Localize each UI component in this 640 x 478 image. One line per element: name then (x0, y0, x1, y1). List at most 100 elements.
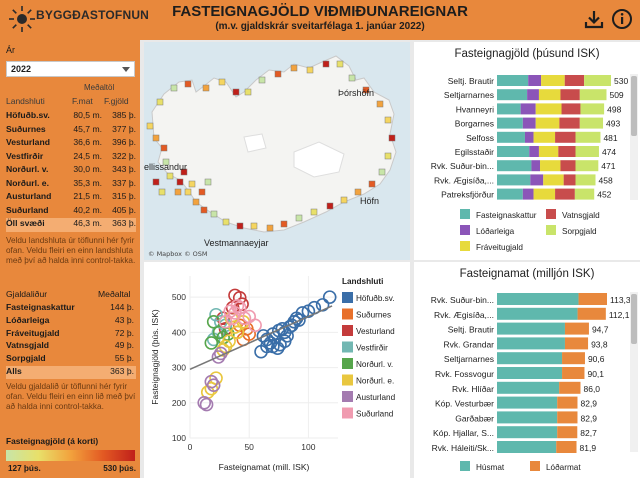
bar-segment[interactable] (555, 131, 576, 143)
bar-segment[interactable] (497, 411, 558, 424)
map-marker[interactable] (236, 222, 244, 230)
legend-label[interactable]: Fasteignaskattur (476, 211, 537, 220)
bar-segment[interactable] (575, 146, 599, 157)
legend-swatch[interactable] (342, 391, 353, 402)
scatter-point[interactable] (322, 290, 337, 304)
legend-label[interactable]: Suðurnes (356, 310, 391, 320)
map-marker[interactable] (310, 208, 318, 216)
bar-segment[interactable] (559, 381, 581, 394)
scatter-point[interactable] (270, 341, 285, 355)
map-marker[interactable] (340, 196, 348, 204)
map-marker[interactable] (388, 134, 396, 142)
bar-segment[interactable] (497, 396, 558, 409)
map-marker[interactable] (258, 76, 266, 84)
bar-segment[interactable] (497, 75, 529, 86)
bar-segment[interactable] (558, 146, 576, 157)
scatter-point[interactable] (206, 378, 221, 392)
fee-row[interactable]: Fráveitugjald 72 þ. (6, 328, 136, 341)
map-marker[interactable] (336, 60, 344, 68)
bar-segment[interactable] (497, 89, 528, 101)
map-marker[interactable] (184, 80, 192, 88)
bar-segment[interactable] (564, 337, 589, 350)
bar-segment[interactable] (535, 103, 562, 115)
valuation-scrollbar[interactable] (630, 292, 638, 452)
map-marker[interactable] (188, 180, 196, 188)
bar-segment[interactable] (497, 146, 530, 157)
bar-segment[interactable] (497, 160, 532, 172)
legend-label[interactable]: Norðurl. e. (356, 376, 394, 386)
legend-label[interactable]: Vesturland (356, 327, 395, 336)
map-marker[interactable] (204, 178, 212, 186)
map-marker[interactable] (232, 88, 240, 96)
map-marker[interactable] (384, 152, 392, 160)
legend-swatch[interactable] (530, 461, 540, 471)
map-marker[interactable] (152, 178, 160, 186)
bar-segment[interactable] (535, 117, 560, 129)
fees-scroll-thumb[interactable] (631, 76, 637, 136)
bar-segment[interactable] (579, 89, 607, 101)
download-icon[interactable] (583, 8, 605, 30)
bar-segment[interactable] (578, 293, 607, 305)
bar-segment[interactable] (497, 293, 579, 305)
fee-row[interactable]: Alls 363 þ. (6, 365, 136, 379)
map-marker[interactable] (348, 74, 356, 82)
legend-swatch[interactable] (460, 461, 470, 471)
fee-row[interactable]: Vatnsgjald 49 þ. (6, 340, 136, 353)
legend-swatch[interactable] (460, 241, 470, 251)
scatter-point[interactable] (204, 374, 219, 389)
map-marker[interactable] (378, 168, 386, 176)
bar-segment[interactable] (527, 89, 539, 101)
region-row[interactable]: Vestfirðir 24,5 m. 322 þ. (6, 151, 136, 165)
legend-swatch[interactable] (546, 225, 556, 235)
legend-label[interactable]: Austurland (356, 393, 396, 402)
bar-segment[interactable] (575, 131, 601, 143)
fee-row[interactable]: Sorpgjald 55 þ. (6, 353, 136, 366)
map-marker[interactable] (266, 224, 274, 232)
legend-swatch[interactable] (342, 292, 353, 303)
map-marker[interactable] (152, 134, 160, 142)
legend-label[interactable]: Vatnsgjald (562, 211, 600, 220)
region-row[interactable]: Vesturland 36,6 m. 396 þ. (6, 137, 136, 151)
bar-segment[interactable] (497, 426, 558, 439)
legend-label[interactable]: Lóðarmat (546, 462, 581, 472)
scatter-point[interactable] (254, 344, 268, 359)
map-marker[interactable] (280, 220, 288, 228)
bar-segment[interactable] (557, 426, 578, 439)
map-marker[interactable] (156, 98, 164, 106)
map-marker[interactable] (192, 198, 200, 206)
bar-segment[interactable] (562, 352, 585, 365)
year-select[interactable]: 2022 (6, 61, 135, 77)
region-row[interactable]: Suðurland 40,2 m. 405 þ. (6, 205, 136, 219)
scatter-point[interactable] (292, 313, 306, 327)
bar-segment[interactable] (531, 160, 541, 172)
region-row[interactable]: Norðurl. v. 30,0 m. 343 þ. (6, 164, 136, 178)
bar-segment[interactable] (538, 89, 561, 101)
bar-segment[interactable] (497, 117, 523, 129)
bar-segment[interactable] (577, 307, 606, 320)
bar-segment[interactable] (522, 188, 534, 200)
region-row[interactable]: Höfuðb.sv. 80,5 m. 385 þ. (6, 110, 136, 124)
bar-segment[interactable] (560, 160, 576, 172)
bar-segment[interactable] (497, 352, 563, 365)
scatter-point[interactable] (204, 336, 219, 350)
map-marker[interactable] (146, 122, 154, 130)
bar-segment[interactable] (575, 160, 599, 172)
bar-segment[interactable] (497, 381, 560, 394)
bar-segment[interactable] (538, 146, 559, 157)
scatter-point[interactable] (232, 291, 247, 305)
map-marker[interactable] (306, 66, 314, 74)
scatter-point[interactable] (199, 397, 214, 412)
map-canvas[interactable] (144, 42, 410, 260)
legend-label[interactable]: Fráveitugjald (476, 243, 523, 252)
map-marker[interactable] (322, 60, 330, 68)
fee-row[interactable]: Lóðarleiga 43 þ. (6, 315, 136, 328)
fee-row[interactable]: Fasteignaskattur 144 þ. (6, 302, 136, 315)
map-marker[interactable] (326, 202, 334, 210)
map-marker[interactable] (218, 78, 226, 86)
region-row[interactable]: Austurland 21,5 m. 315 þ. (6, 191, 136, 205)
bar-segment[interactable] (580, 103, 605, 115)
map-marker[interactable] (274, 70, 282, 78)
map-marker[interactable] (250, 222, 258, 230)
legend-swatch[interactable] (460, 225, 470, 235)
map-marker[interactable] (384, 116, 392, 124)
